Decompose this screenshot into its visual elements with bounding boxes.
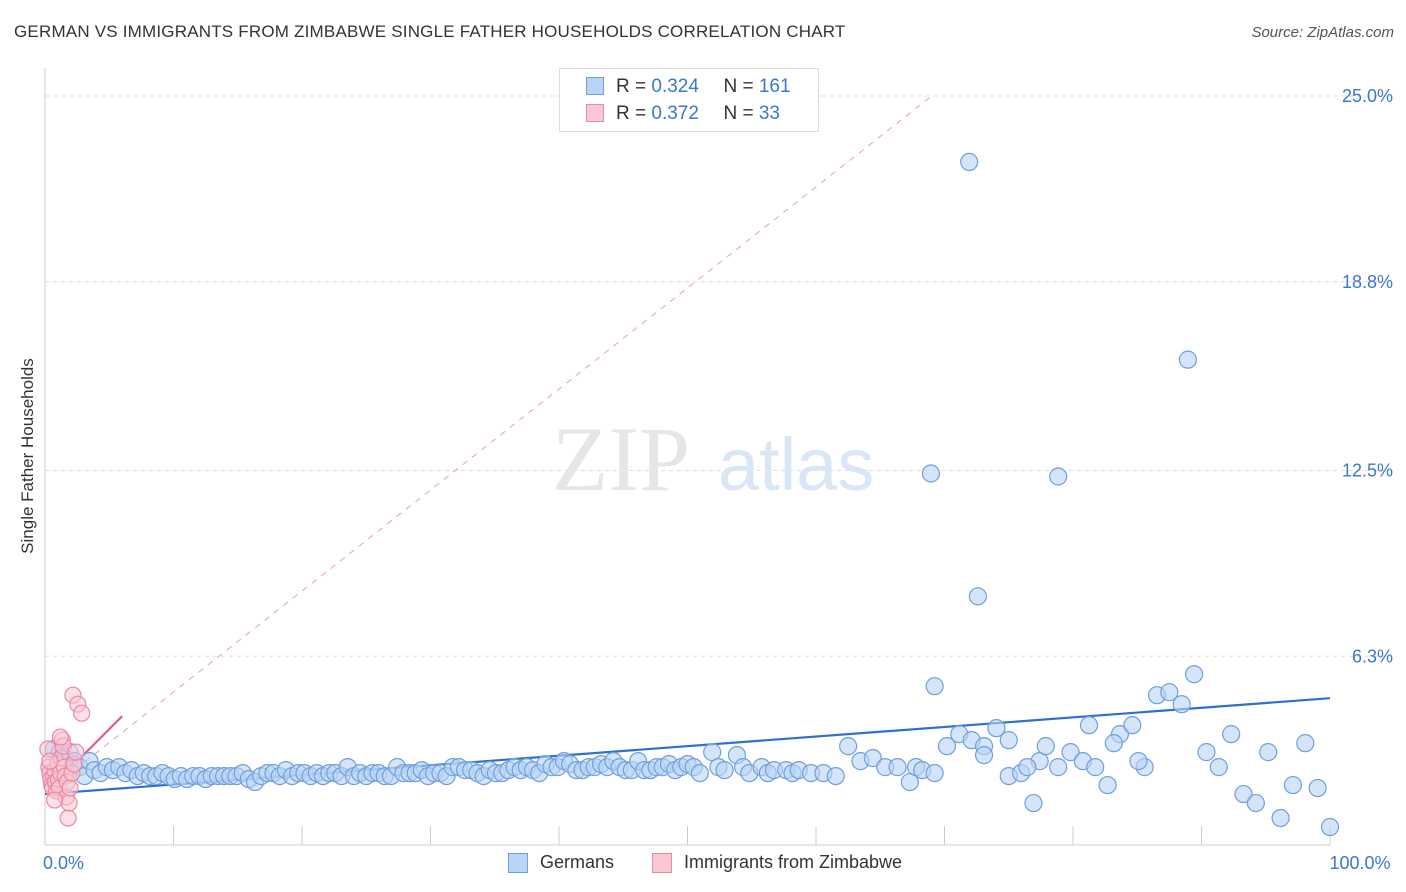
point-zimbabwe [46,791,64,809]
watermark-atlas: atlas [718,423,874,506]
point-germans [960,152,979,172]
legend-swatch-zimbabwe [586,104,604,122]
legend-swatch-germans [586,77,604,95]
point-germans [1209,758,1228,777]
point-germans [888,758,907,777]
point-germans [987,719,1006,738]
legend-r-label: R = [616,103,652,124]
point-germans [1061,743,1080,762]
point-germans [826,766,845,786]
point-germans [1024,793,1043,813]
y-tick-label: 25.0% [1342,86,1393,106]
point-germans [1222,725,1241,744]
point-germans [1086,758,1105,777]
watermark: ZIP atlas [552,408,874,510]
point-germans [1184,665,1204,684]
point-zimbabwe [59,809,77,827]
point-germans [1271,808,1290,828]
trend-line-zimbabwe-extended [47,95,932,792]
point-germans [925,763,944,783]
point-germans [1160,683,1179,702]
point-germans [1259,743,1278,762]
bottom-legend-swatch-germans [508,853,528,873]
point-germans [1172,695,1191,714]
point-germans [1283,775,1303,795]
chart-title: GERMAN VS IMMIGRANTS FROM ZIMBABWE SINGL… [14,22,846,41]
axes [44,68,1331,846]
point-zimbabwe [61,779,79,797]
x-tick-label: 100.0% [1329,853,1390,873]
point-germans [839,737,858,756]
data-points [39,152,1340,837]
point-zimbabwe [41,752,59,770]
legend-n-label: N = [723,76,759,97]
point-germans [937,737,957,756]
bottom-legend-label-germans: Germans [540,852,615,872]
point-germans [863,749,882,768]
point-germans [1018,758,1037,777]
point-germans [1197,743,1216,762]
legend-r-label: R = [616,76,652,97]
legend-n-label: N = [723,103,759,124]
point-germans [1036,737,1055,756]
x-tick-label: 0.0% [43,853,84,873]
tick-labels: 6.3% 12.5% 18.8% 25.0% 0.0% 100.0% [43,86,1393,873]
y-tick-label: 12.5% [1342,461,1393,481]
legend-r-value: 0.372 [651,103,699,124]
watermark-zip: ZIP [552,408,690,510]
bottom-legend-label-zimbabwe: Immigrants from Zimbabwe [684,852,903,872]
point-germans [1049,467,1068,486]
point-germans [968,587,987,606]
point-germans [974,746,994,765]
point-germans [1234,784,1253,804]
point-germans [1098,775,1117,795]
point-zimbabwe [67,743,85,761]
point-germans [1178,350,1198,369]
point-germans [1049,758,1068,777]
legend-n-value: 161 [758,76,791,97]
point-zimbabwe [60,794,78,812]
grid-lines [45,95,1390,657]
y-tick-label: 6.3% [1352,646,1393,666]
point-germans [715,760,734,780]
legend-r-value: 0.324 [651,76,699,97]
point-germans [1296,734,1315,753]
legend: R = 0.324 N = 161 R = 0.372 N = 33 [559,68,819,132]
point-germans [1123,716,1142,735]
point-germans [1308,778,1327,798]
point-germans [690,763,709,783]
point-germans [1104,734,1123,753]
point-germans [1246,793,1265,813]
y-axis-label: Single Father Households [18,358,37,554]
point-germans [921,464,941,483]
point-germans [1129,752,1148,771]
point-germans [999,731,1018,750]
chart-source: Source: ZipAtlas.com [1251,24,1394,41]
point-germans [925,677,944,696]
point-zimbabwe [73,704,91,722]
point-zimbabwe [51,728,70,746]
bottom-legend-swatch-zimbabwe [652,853,672,873]
legend-n-value: 33 [758,103,780,124]
y-tick-label: 18.8% [1342,272,1393,292]
point-germans [1320,817,1340,837]
point-germans [1079,716,1099,735]
